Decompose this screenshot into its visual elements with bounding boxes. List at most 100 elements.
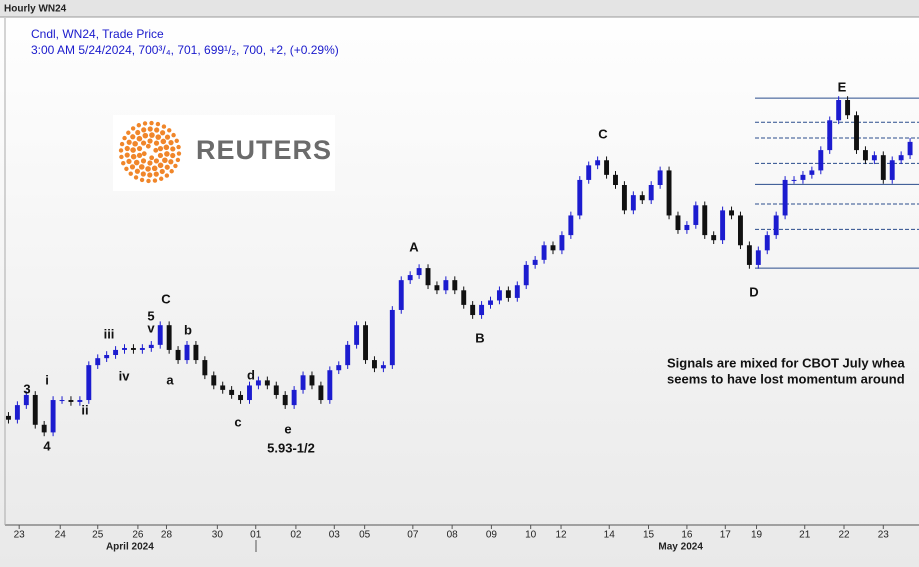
logo-dot xyxy=(161,124,167,129)
logo-dot xyxy=(152,178,158,183)
x-tick-label: 23 xyxy=(14,530,26,541)
candle-body xyxy=(639,195,645,201)
logo-dot xyxy=(153,171,159,177)
x-tick-label: 22 xyxy=(838,530,850,541)
wave-label: iv xyxy=(119,368,131,383)
candle-body xyxy=(175,349,181,361)
logo-dot xyxy=(164,173,170,178)
candle-body xyxy=(791,179,797,181)
candle-body xyxy=(514,285,520,298)
logo-dot xyxy=(135,129,141,136)
logo-dot xyxy=(175,157,181,163)
wave-label: D xyxy=(749,284,758,299)
wave-label: v xyxy=(147,320,155,335)
logo-dot xyxy=(164,151,170,157)
candle-body xyxy=(621,185,627,211)
logo-dot xyxy=(154,127,160,133)
x-tick-label: 28 xyxy=(161,530,173,541)
month-label: April 2024 xyxy=(106,542,154,553)
candle-body xyxy=(309,375,315,386)
wave-label: 5.93-1/2 xyxy=(267,440,315,455)
x-tick-label: 09 xyxy=(486,530,498,541)
x-tick-label: 23 xyxy=(878,530,890,541)
logo-dot xyxy=(160,138,167,145)
logo-dot xyxy=(124,152,130,158)
candle-body xyxy=(818,150,824,171)
wave-label: B xyxy=(475,330,484,345)
x-tick-label: 17 xyxy=(720,530,732,541)
x-tick-label: 08 xyxy=(447,530,459,541)
logo-dot xyxy=(136,152,143,158)
logo-dot xyxy=(160,130,166,136)
x-tick-label: 02 xyxy=(290,530,302,541)
candle-body xyxy=(595,160,601,166)
candle-body xyxy=(327,370,333,401)
candle-body xyxy=(889,160,895,180)
candle-body xyxy=(693,205,699,225)
candle-body xyxy=(95,358,101,366)
candle-body xyxy=(568,215,574,236)
logo-dot xyxy=(126,130,131,135)
candle-body xyxy=(193,344,199,361)
x-tick-label: 30 xyxy=(212,530,224,541)
title-bar xyxy=(0,0,919,17)
wave-label: 5 xyxy=(147,308,154,323)
candle-body xyxy=(148,344,154,349)
candle-body xyxy=(363,325,368,361)
candle-body xyxy=(434,285,440,291)
logo-dot xyxy=(157,162,164,169)
logo-dot xyxy=(141,151,147,157)
x-tick-label: 21 xyxy=(799,530,811,541)
logo-dot xyxy=(155,121,161,127)
candle-body xyxy=(184,344,190,361)
logo-dot xyxy=(140,158,147,164)
subtitle: Cndl, WN24, Trade Price xyxy=(31,27,164,41)
wave-label: a xyxy=(166,372,174,387)
logo-dot xyxy=(170,152,176,159)
logo-dot xyxy=(126,139,132,145)
candle-body xyxy=(389,309,395,366)
logo-dot xyxy=(164,164,170,170)
candle-body xyxy=(345,344,351,366)
candle-body xyxy=(532,259,538,265)
note-line: seems to have lost momentum around xyxy=(667,371,905,386)
candle-body xyxy=(764,235,770,251)
x-tick-label: 12 xyxy=(555,530,567,541)
candle-body xyxy=(398,280,404,310)
logo-dot xyxy=(169,169,174,174)
candle-body xyxy=(505,290,511,298)
candle-body xyxy=(720,210,726,241)
candle-body xyxy=(264,380,270,386)
wave-label: iii xyxy=(104,326,115,341)
logo-dot xyxy=(170,146,176,152)
logo-dot xyxy=(167,128,172,133)
candle-body xyxy=(755,250,761,265)
logo-dot xyxy=(140,140,147,146)
chart-title: Hourly WN24 xyxy=(4,4,67,15)
x-tick-label: 25 xyxy=(92,530,104,541)
candle-body xyxy=(684,224,690,231)
candle-body xyxy=(291,389,297,406)
logo-dot xyxy=(119,141,125,147)
candle-body xyxy=(372,360,377,369)
candle-body xyxy=(898,155,904,161)
candle-body xyxy=(238,394,244,401)
candle-body xyxy=(139,348,145,350)
x-tick-label: 19 xyxy=(751,530,763,541)
wave-label: b xyxy=(184,322,192,337)
candle-body xyxy=(14,405,20,420)
candle-body xyxy=(675,215,681,231)
candle-body xyxy=(86,365,92,401)
candle-body xyxy=(541,245,547,260)
logo-dot xyxy=(174,138,179,144)
candle-body xyxy=(77,400,83,402)
candle-body xyxy=(800,174,806,180)
logo-dot xyxy=(138,164,145,170)
candle-body xyxy=(666,170,672,216)
candle-body xyxy=(559,235,565,251)
logo-dot xyxy=(145,166,151,172)
candle-body xyxy=(229,389,235,395)
candle-body xyxy=(130,348,136,350)
